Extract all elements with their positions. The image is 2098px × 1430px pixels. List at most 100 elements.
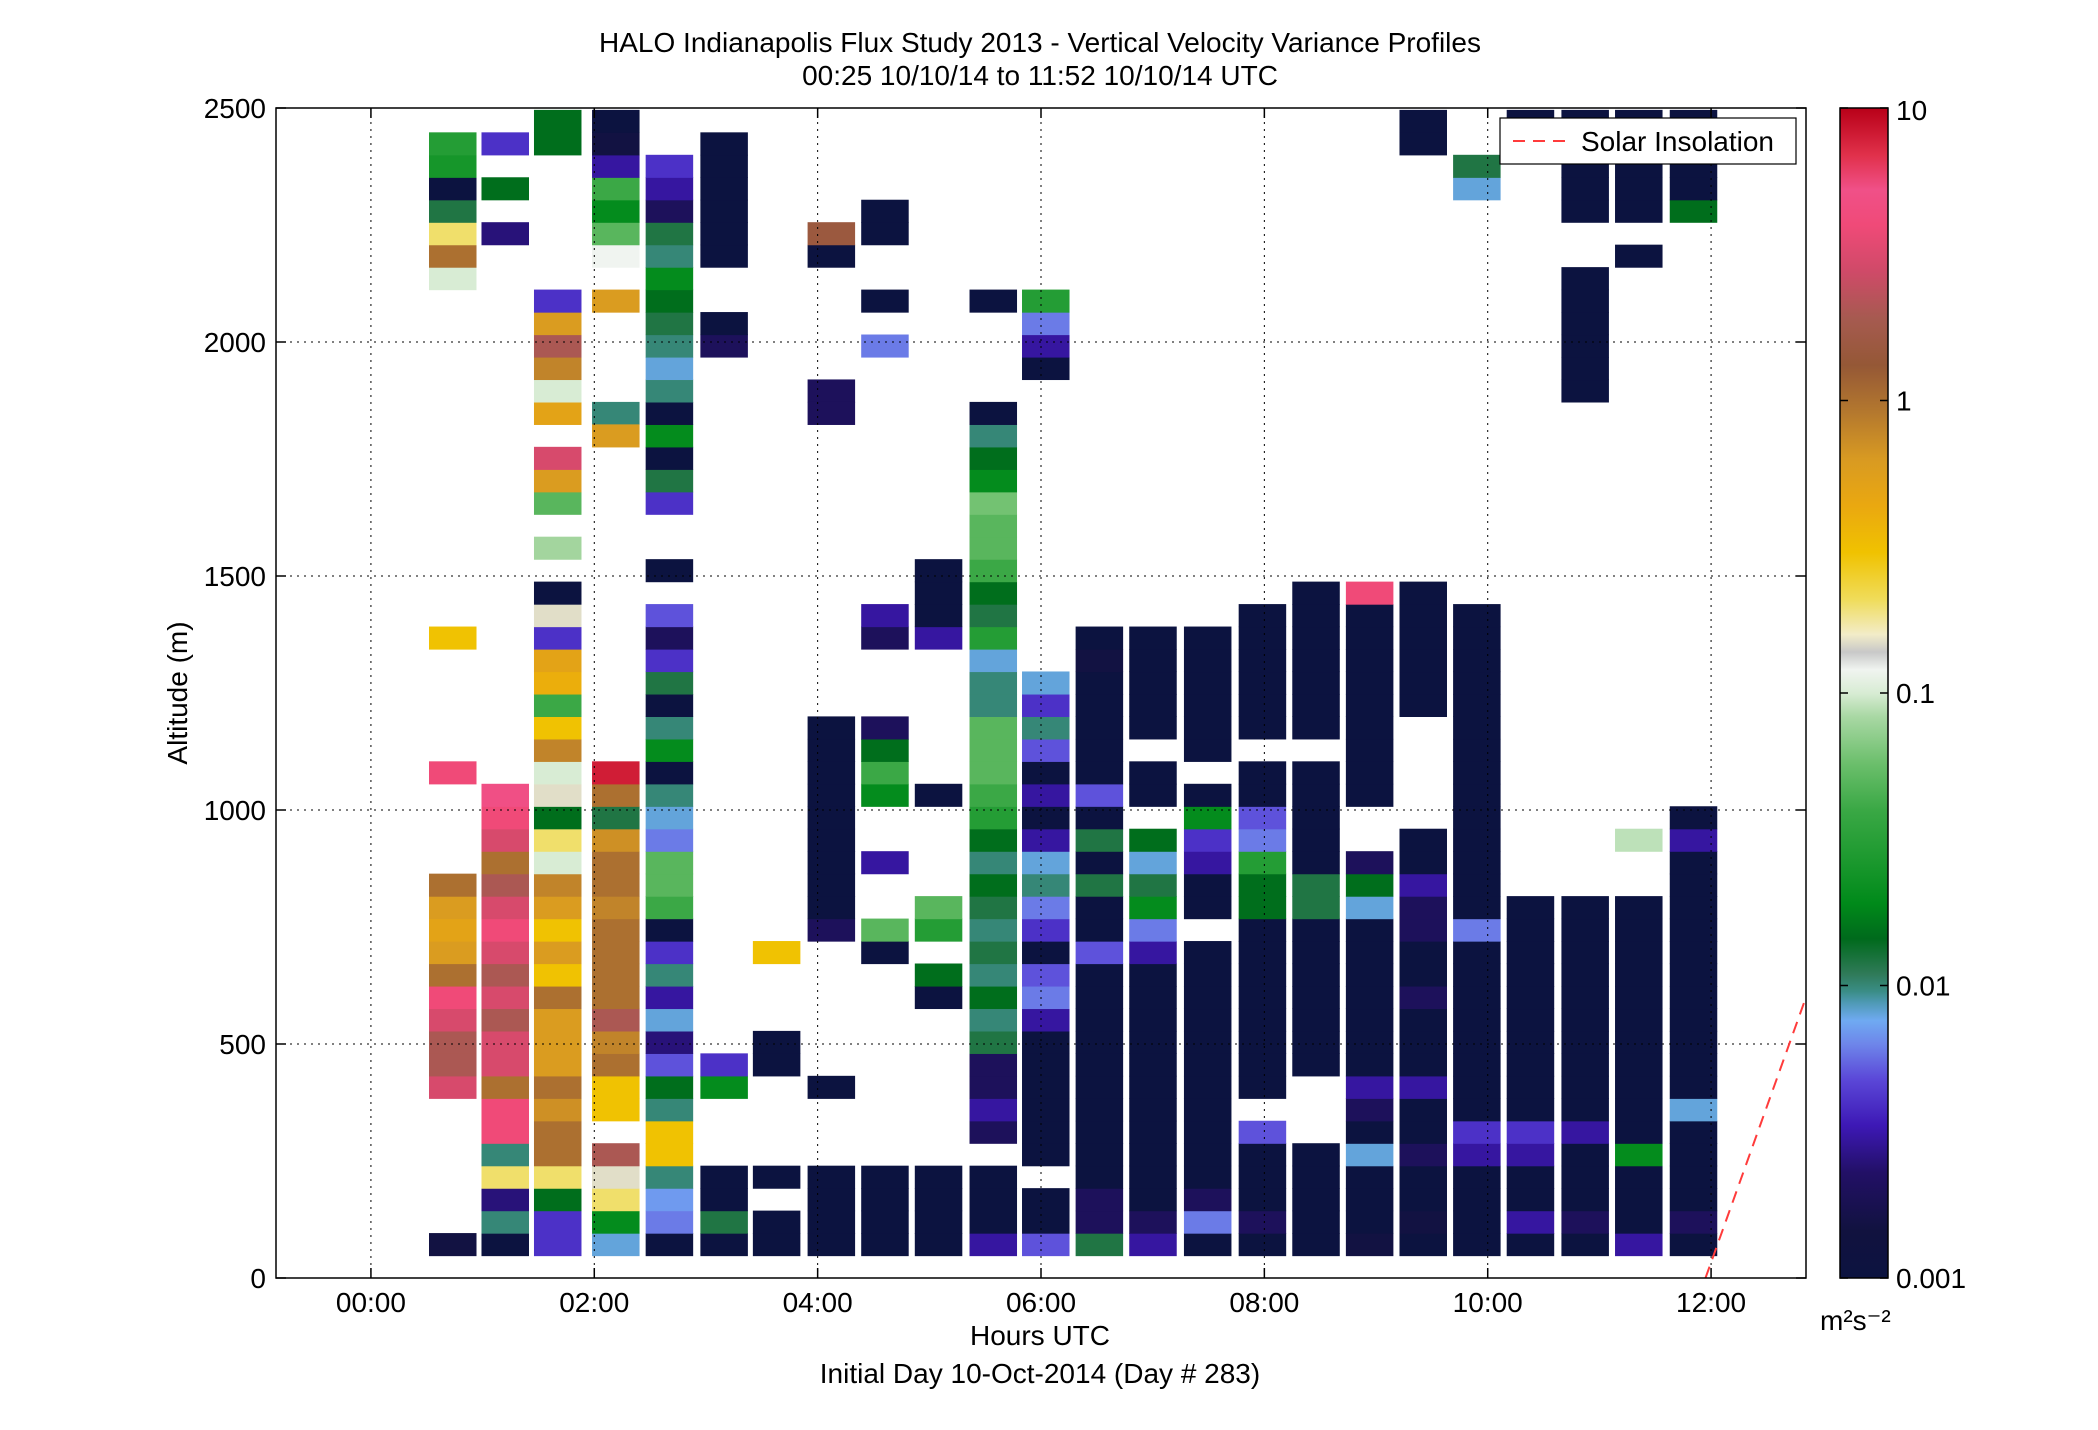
heatmap-cell bbox=[1075, 1210, 1124, 1234]
heatmap-cell bbox=[1345, 1233, 1394, 1257]
heatmap-cell bbox=[969, 1210, 1018, 1234]
heatmap-cell bbox=[1238, 1188, 1287, 1212]
heatmap-cell bbox=[592, 963, 640, 987]
heatmap-cell bbox=[592, 985, 640, 1010]
heatmap-cell bbox=[533, 985, 582, 1010]
heatmap-cell bbox=[752, 1210, 801, 1234]
heatmap-cell bbox=[1292, 604, 1340, 628]
heatmap-cell bbox=[592, 109, 640, 133]
heatmap-cell bbox=[1183, 985, 1232, 1010]
heatmap-cell bbox=[807, 873, 856, 897]
heatmap-cell bbox=[1399, 941, 1447, 965]
heatmap-cells bbox=[429, 109, 1718, 1257]
heatmap-cell bbox=[1292, 783, 1340, 807]
heatmap-cell bbox=[1075, 716, 1124, 740]
heatmap-cell bbox=[429, 199, 477, 223]
heatmap-cell bbox=[1615, 244, 1663, 268]
heatmap-cell bbox=[481, 851, 529, 875]
heatmap-cell bbox=[807, 1165, 856, 1189]
heatmap-cell bbox=[1399, 828, 1447, 852]
heatmap-cell bbox=[1183, 1008, 1232, 1032]
heatmap-cell bbox=[645, 312, 694, 336]
heatmap-cell bbox=[592, 828, 640, 852]
heatmap-cell bbox=[1292, 1165, 1340, 1189]
heatmap-cell bbox=[1669, 828, 1718, 852]
heatmap-cell bbox=[1506, 1120, 1555, 1144]
heatmap-cell bbox=[807, 1075, 856, 1099]
heatmap-cell bbox=[1022, 873, 1070, 897]
heatmap-cell bbox=[645, 177, 694, 201]
heatmap-cell bbox=[533, 1165, 582, 1189]
solar-insolation-series bbox=[1704, 996, 1806, 1278]
heatmap-cell bbox=[1183, 1233, 1232, 1257]
heatmap-cell bbox=[1183, 1053, 1232, 1077]
heatmap-cell bbox=[1345, 1120, 1394, 1144]
heatmap-cell bbox=[592, 1143, 640, 1167]
heatmap-cell bbox=[1129, 828, 1177, 852]
heatmap-cell bbox=[1561, 1075, 1609, 1099]
heatmap-cell bbox=[1075, 918, 1124, 942]
heatmap-cell bbox=[533, 1075, 582, 1099]
heatmap-cell bbox=[1615, 1165, 1663, 1189]
heatmap-cell bbox=[533, 581, 582, 605]
heatmap-cell bbox=[969, 1098, 1018, 1122]
heatmap-cell bbox=[645, 1030, 694, 1054]
heatmap-cell bbox=[1453, 941, 1501, 965]
heatmap-cell bbox=[1561, 1188, 1609, 1212]
heatmap-cell bbox=[592, 761, 640, 785]
heatmap-cell bbox=[533, 941, 582, 965]
heatmap-cell bbox=[914, 918, 963, 942]
heatmap-cell bbox=[1238, 1143, 1287, 1167]
heatmap-cell bbox=[1561, 918, 1609, 942]
heatmap-cell bbox=[1453, 671, 1501, 695]
heatmap-cell bbox=[1453, 1053, 1501, 1077]
heatmap-cell bbox=[1292, 1188, 1340, 1212]
heatmap-cell bbox=[1453, 716, 1501, 740]
heatmap-cell bbox=[1669, 1030, 1718, 1054]
heatmap-cell bbox=[533, 1210, 582, 1234]
heatmap-cell bbox=[592, 941, 640, 965]
heatmap-cell bbox=[1561, 1165, 1609, 1189]
heatmap-cell bbox=[969, 693, 1018, 717]
heatmap-cell bbox=[645, 963, 694, 987]
heatmap-cell bbox=[1022, 985, 1070, 1010]
heatmap-cell bbox=[807, 738, 856, 762]
colorbar: 0.001 0.01 0.1 1 10 m²s⁻² bbox=[1820, 95, 1966, 1336]
heatmap-cell bbox=[592, 873, 640, 897]
heatmap-cell bbox=[1022, 1075, 1070, 1099]
heatmap-cell bbox=[1506, 1233, 1555, 1257]
heatmap-cell bbox=[429, 941, 477, 965]
heatmap-cell bbox=[1345, 1165, 1394, 1189]
heatmap-cell bbox=[1669, 918, 1718, 942]
heatmap-cell bbox=[1183, 896, 1232, 920]
heatmap-cell bbox=[1238, 716, 1287, 740]
heatmap-cell bbox=[1615, 1120, 1663, 1144]
heatmap-cell bbox=[481, 1030, 529, 1054]
heatmap-cell bbox=[1669, 896, 1718, 920]
heatmap-cell bbox=[533, 1143, 582, 1167]
heatmap-cell bbox=[481, 873, 529, 897]
heatmap-cell bbox=[1561, 1053, 1609, 1077]
heatmap-cell bbox=[914, 985, 963, 1010]
heatmap-cell bbox=[861, 1188, 909, 1212]
heatmap-cell bbox=[1129, 1030, 1177, 1054]
heatmap-cell bbox=[1129, 941, 1177, 965]
heatmap-cell bbox=[645, 626, 694, 650]
heatmap-cell bbox=[969, 963, 1018, 987]
heatmap-cell bbox=[592, 1008, 640, 1032]
heatmap-cell bbox=[1022, 851, 1070, 875]
heatmap-cell bbox=[1453, 1233, 1501, 1257]
x-tick-label: 12:00 bbox=[1676, 1287, 1746, 1318]
heatmap-cell bbox=[592, 154, 640, 178]
heatmap-cell bbox=[700, 312, 748, 336]
heatmap-cell bbox=[1561, 289, 1609, 313]
heatmap-cell bbox=[1129, 1098, 1177, 1122]
heatmap-cell bbox=[969, 1188, 1018, 1212]
heatmap-cell bbox=[1345, 783, 1394, 807]
heatmap-cell bbox=[1075, 693, 1124, 717]
heatmap-cell bbox=[645, 1143, 694, 1167]
heatmap-cell bbox=[533, 738, 582, 762]
heatmap-cell bbox=[1345, 671, 1394, 695]
heatmap-cell bbox=[1453, 1075, 1501, 1099]
heatmap-cell bbox=[1022, 312, 1070, 336]
